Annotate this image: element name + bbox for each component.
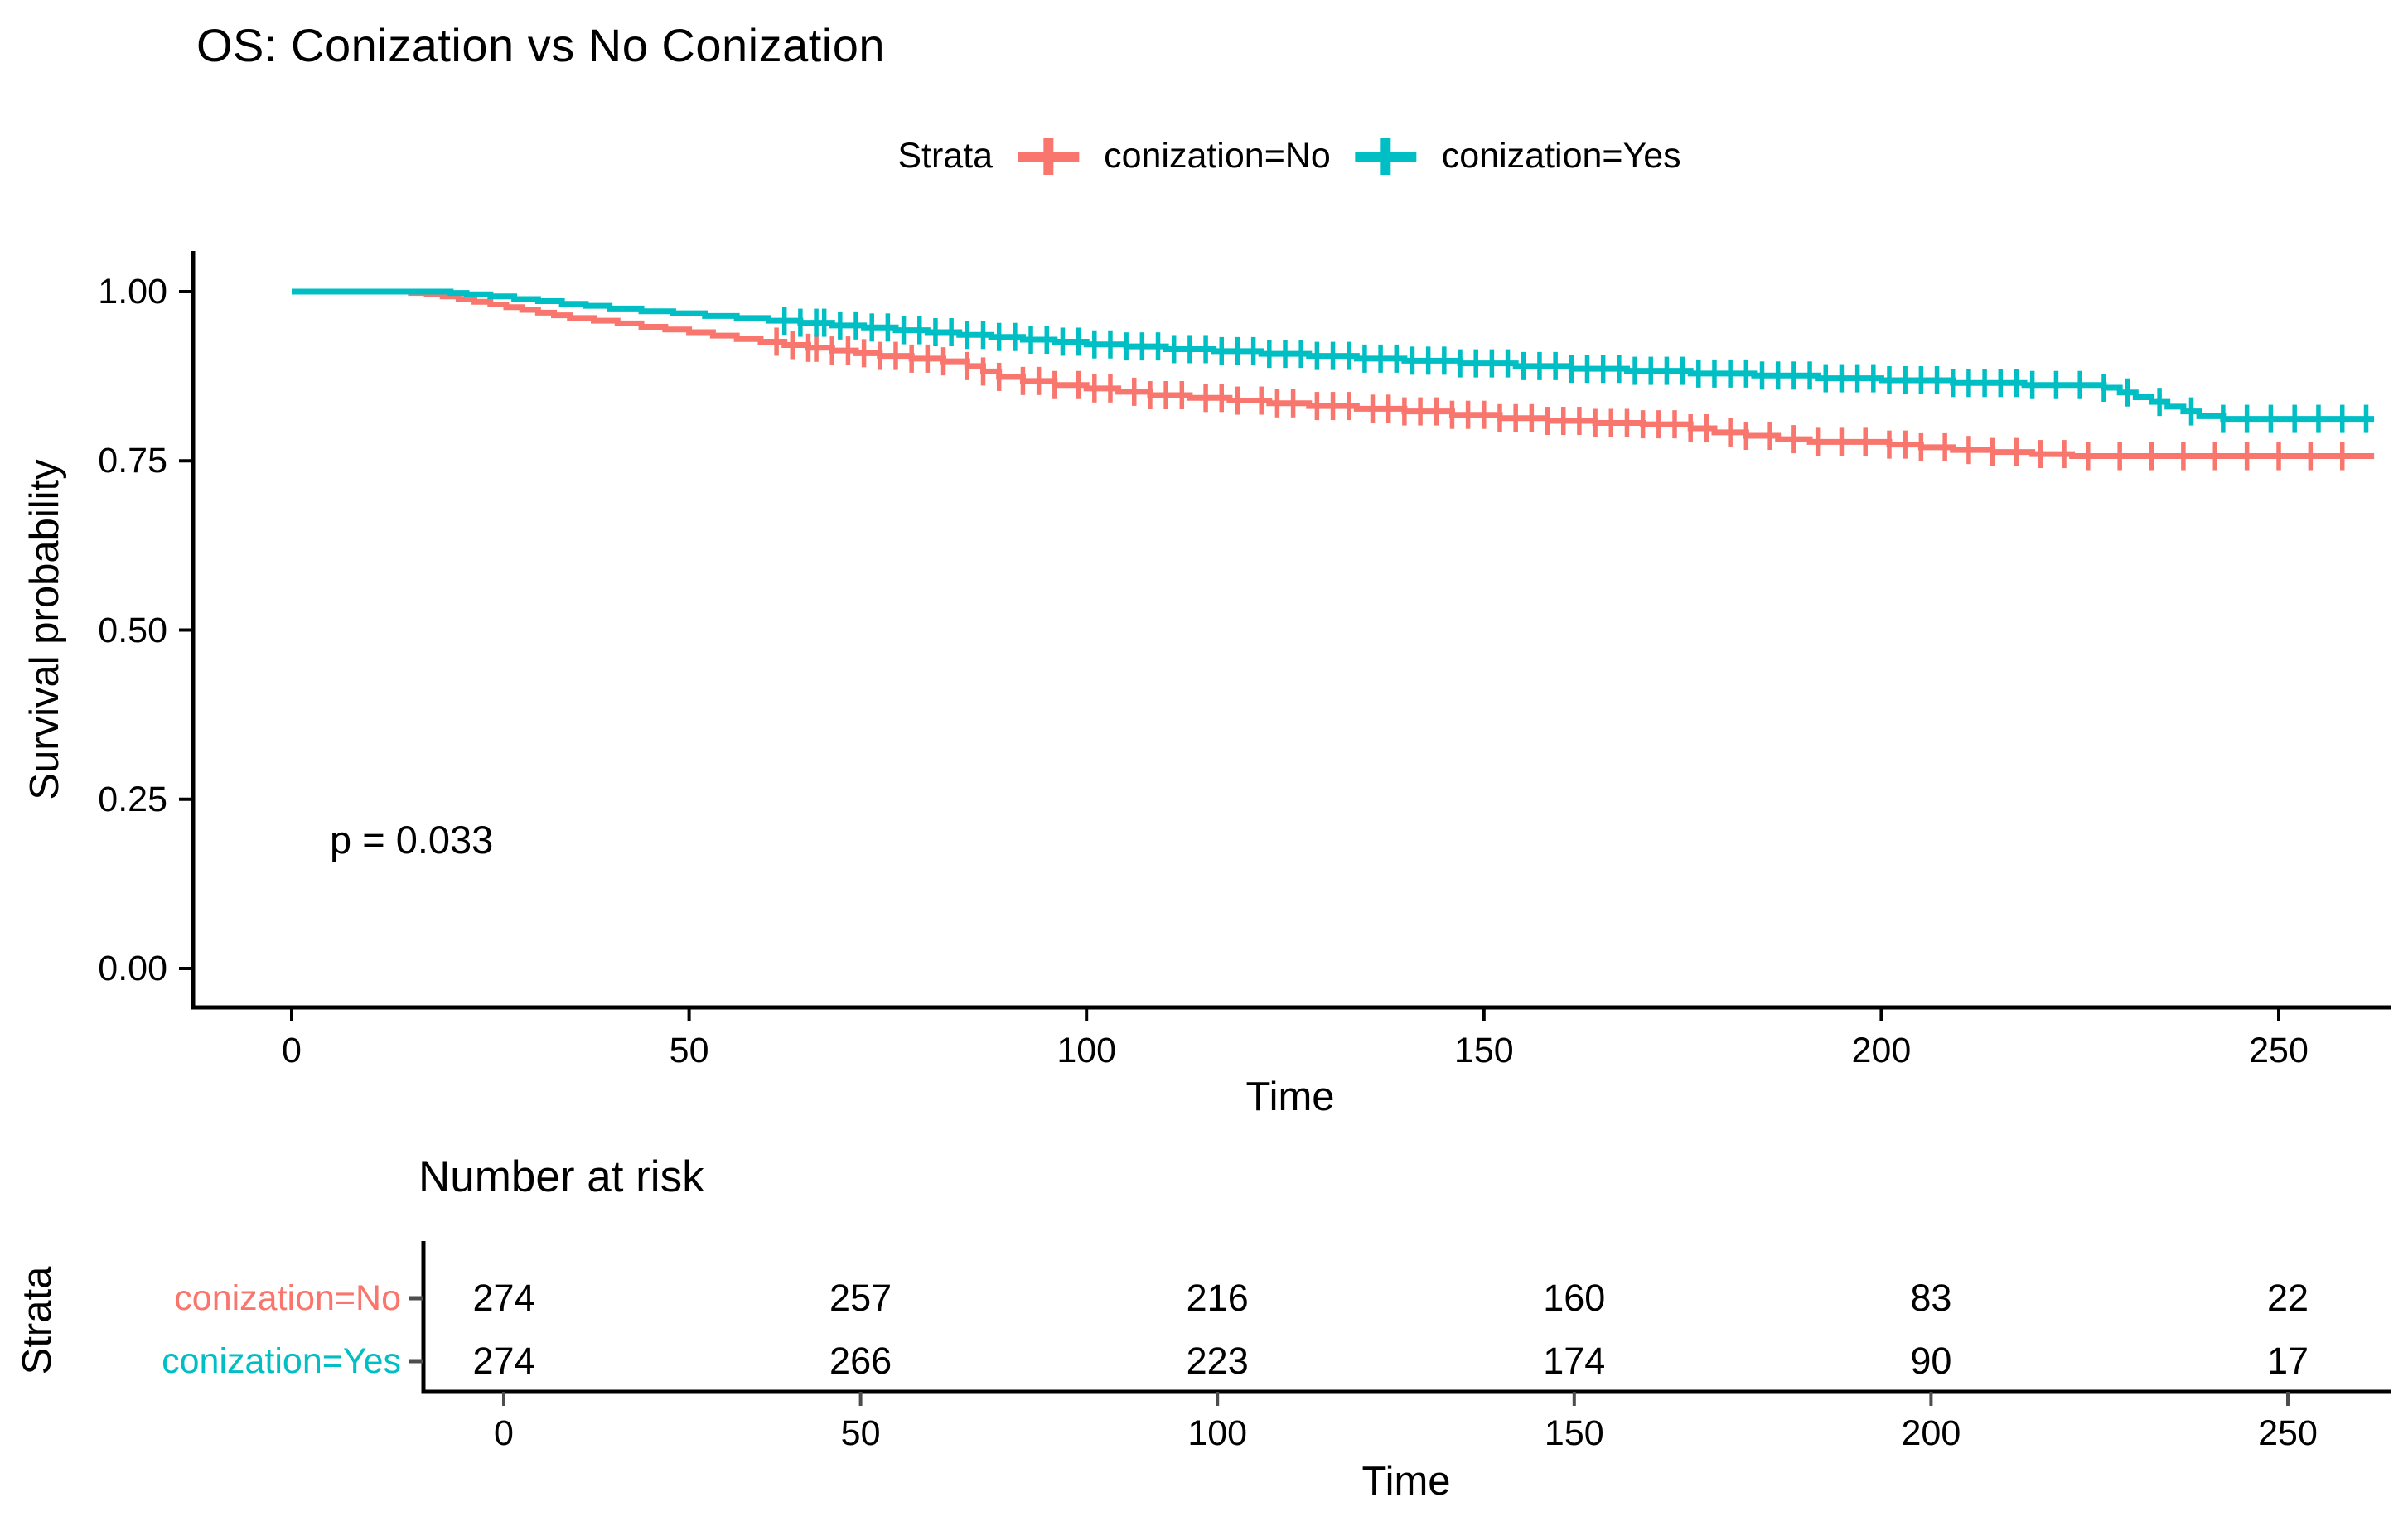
x-axis-title: Time (1245, 1075, 1335, 1119)
x-tick-label: 0 (282, 1031, 302, 1070)
legend-key-bar (1043, 138, 1054, 175)
risk-table-x-axis-title: Time (1361, 1459, 1451, 1504)
risk-count: 266 (829, 1340, 892, 1382)
risk-count: 160 (1543, 1277, 1606, 1319)
survival-step-line (292, 288, 2375, 460)
x-tick-label: 150 (1453, 1031, 1514, 1070)
legend-key-bar (1380, 138, 1391, 175)
risk-row-label-yes: conization=Yes (162, 1341, 401, 1381)
risk-x-tick-label: 100 (1187, 1413, 1248, 1453)
y-tick-label: 1.00 (98, 272, 167, 312)
x-tick-label: 100 (1057, 1031, 1117, 1070)
km-curve-yes (292, 288, 2375, 433)
risk-count: 257 (829, 1277, 892, 1319)
risk-row-label-no: conization=No (174, 1278, 401, 1318)
survival-step-line (292, 288, 2375, 423)
legend-key-plus-icon-yes (1355, 137, 1417, 176)
x-tick-label: 250 (2249, 1031, 2309, 1070)
km-curve-no (292, 288, 2375, 471)
risk-count: 216 (1186, 1277, 1249, 1319)
y-tick-label: 0.25 (98, 779, 167, 819)
risk-count: 17 (2266, 1340, 2309, 1382)
main-plot-axes (179, 251, 2391, 1021)
x-tick-label: 50 (669, 1031, 709, 1070)
risk-count: 174 (1543, 1340, 1606, 1382)
y-tick-label: 0.00 (98, 949, 167, 988)
chart-title: OS: Conization vs No Conization (196, 19, 885, 71)
risk-table-title: Number at risk (418, 1152, 704, 1201)
risk-count: 90 (1910, 1340, 1952, 1382)
legend-label-conization-no: conization=No (1104, 136, 1331, 176)
y-tick-label: 0.50 (98, 610, 167, 650)
risk-count: 83 (1910, 1277, 1952, 1319)
risk-x-tick-label: 250 (2258, 1413, 2318, 1453)
y-tick-label: 0.75 (98, 441, 167, 481)
legend-title: Strata (897, 136, 994, 176)
risk-x-tick-label: 0 (494, 1413, 514, 1453)
risk-table-axes (409, 1241, 2391, 1406)
legend-label-conization-yes: conization=Yes (1441, 136, 1681, 176)
risk-count: 274 (472, 1340, 535, 1382)
x-tick-label: 200 (1851, 1031, 1912, 1070)
p-value-annotation: p = 0.033 (330, 818, 494, 862)
risk-count: 223 (1186, 1340, 1249, 1382)
risk-x-tick-label: 50 (840, 1413, 881, 1453)
legend: Strata conization=No conization=Yes (897, 136, 1680, 176)
risk-count: 22 (2266, 1277, 2309, 1319)
risk-x-tick-label: 200 (1901, 1413, 1961, 1453)
risk-count: 274 (472, 1277, 535, 1319)
legend-key-plus-icon-no (1018, 137, 1080, 176)
risk-x-tick-label: 150 (1544, 1413, 1604, 1453)
